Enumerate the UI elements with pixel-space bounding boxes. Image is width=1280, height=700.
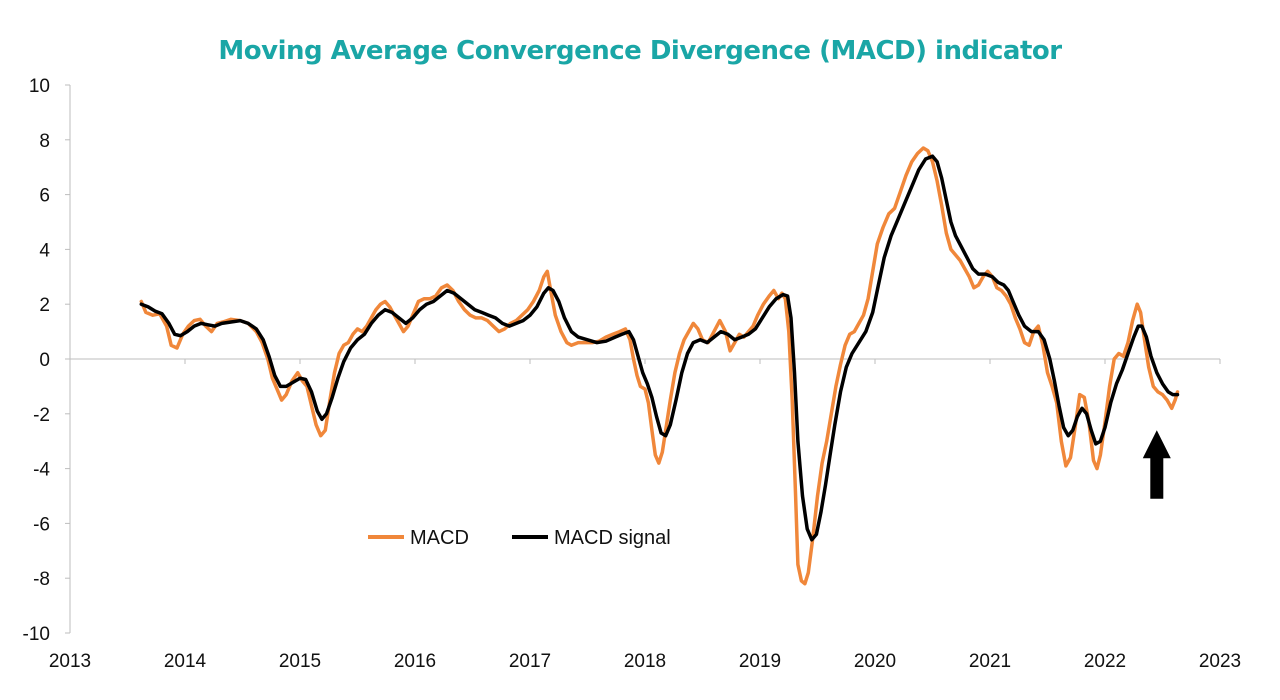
- y-tick-label: 2: [39, 295, 50, 316]
- x-tick-label: 2016: [394, 651, 436, 672]
- tick-labels: 10 8 6 4 2 0 -2 -4 -6 -8 -10 2013 2014 2015 2016 2017 20…: [23, 76, 1242, 672]
- series-lines: [139, 146, 1180, 586]
- x-tick-label: 2023: [1199, 651, 1241, 672]
- macd-line: [139, 146, 1180, 586]
- y-tick-label: -6: [33, 514, 50, 535]
- y-tick-label: -4: [33, 460, 50, 481]
- legend-label-signal: MACD signal: [554, 527, 671, 549]
- legend-label-macd: MACD: [410, 527, 469, 549]
- y-tick-label: 6: [39, 186, 50, 207]
- annotations: [1142, 430, 1171, 499]
- y-tick-label: 0: [39, 350, 50, 371]
- x-tick-label: 2014: [164, 651, 207, 672]
- x-tick-label: 2018: [624, 651, 666, 672]
- x-tick-label: 2021: [969, 651, 1011, 672]
- chart-title: Moving Average Convergence Divergence (M…: [218, 36, 1062, 66]
- x-tick-label: 2015: [279, 651, 321, 672]
- macd-signal-line: [139, 154, 1180, 542]
- y-tick-label: 4: [39, 240, 50, 261]
- legend: MACD MACD signal: [368, 527, 671, 549]
- axes: [65, 84, 1221, 634]
- x-tick-label: 2013: [49, 651, 91, 672]
- x-tick-label: 2022: [1084, 651, 1126, 672]
- y-tick-label: 8: [39, 131, 50, 152]
- y-tick-label: 10: [29, 76, 50, 97]
- y-tick-label: -10: [23, 624, 50, 645]
- y-tick-label: -2: [33, 405, 50, 426]
- up-arrow-icon: [1142, 430, 1171, 499]
- x-tick-label: 2020: [854, 651, 896, 672]
- y-tick-label: -8: [33, 569, 50, 590]
- x-tick-label: 2019: [739, 651, 781, 672]
- x-tick-label: 2017: [509, 651, 551, 672]
